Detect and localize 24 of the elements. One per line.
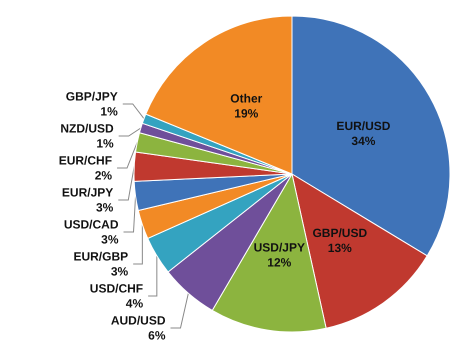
slice-label: NZD/USD [60, 122, 114, 136]
data-label: 3% [96, 200, 114, 214]
slice-label: EUR/JPY [62, 186, 114, 200]
slice-label: USD/JPY [254, 240, 305, 255]
slice-label: GBP/USD [312, 226, 368, 240]
data-label: 4% [126, 296, 144, 310]
data-label: 3% [110, 264, 128, 278]
data-label: 13% [328, 241, 352, 256]
data-label: 1% [96, 136, 114, 150]
slice-label: USD/CAD [64, 218, 119, 232]
slice-label: GBP/JPY [66, 90, 118, 104]
data-label: 19% [234, 106, 259, 120]
slice-label: USD/CHF [90, 282, 144, 296]
slice-label: Other [230, 91, 263, 106]
data-label: 34% [351, 134, 376, 148]
slice-label: AUD/USD [110, 314, 166, 328]
data-label: 3% [101, 232, 119, 246]
data-label: 12% [267, 256, 292, 270]
slice-label: EUR/GBP [73, 250, 128, 264]
data-label: 1% [100, 104, 118, 118]
data-label: 6% [148, 328, 166, 342]
slice-label: EUR/USD [336, 119, 391, 134]
data-label: 2% [94, 168, 112, 182]
slice-label: EUR/CHF [58, 154, 112, 168]
